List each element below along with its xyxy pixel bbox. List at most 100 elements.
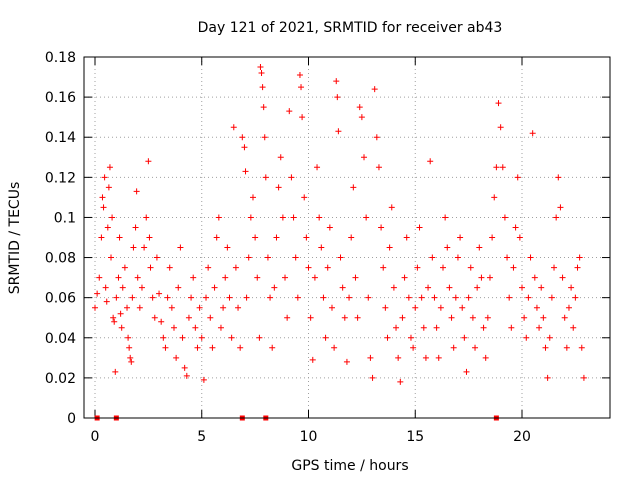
data-point: [324, 264, 331, 271]
data-point: [459, 304, 466, 311]
data-point: [232, 264, 239, 271]
y-tick-label: 0: [67, 411, 76, 427]
data-point: [403, 234, 410, 241]
data-point: [442, 214, 449, 221]
data-point: [205, 264, 212, 271]
data-point: [491, 194, 498, 201]
x-tick-label: 0: [91, 429, 100, 445]
data-point: [252, 234, 259, 241]
data-point: [166, 264, 173, 271]
data-point: [282, 274, 289, 281]
data-point: [446, 284, 453, 291]
data-point: [510, 264, 517, 271]
data-point: [269, 344, 276, 351]
data-point: [103, 298, 110, 305]
data-point: [401, 274, 408, 281]
x-tick-label: 20: [513, 429, 531, 445]
data-point: [525, 294, 532, 301]
y-tick-label: 0.14: [45, 130, 76, 146]
y-axis-label: SRMTID / TECUs: [7, 182, 23, 295]
data-point: [170, 324, 177, 331]
data-point: [129, 294, 136, 301]
data-point: [190, 274, 197, 281]
data-point: [354, 314, 361, 321]
y-tick-label: 0.12: [45, 170, 76, 186]
y-tick-label: 0.18: [45, 50, 76, 66]
data-point: [448, 314, 455, 321]
data-point: [149, 294, 156, 301]
data-point: [328, 304, 335, 311]
data-point: [256, 334, 263, 341]
x-axis-label: GPS time / hours: [291, 458, 408, 474]
data-point: [576, 254, 583, 261]
data-point: [341, 314, 348, 321]
data-point: [435, 354, 442, 361]
data-point: [141, 244, 148, 251]
data-point: [277, 154, 284, 161]
data-point: [514, 174, 521, 181]
data-point: [192, 324, 199, 331]
data-point: [568, 284, 575, 291]
data-point: [393, 324, 400, 331]
data-point: [399, 314, 406, 321]
data-point: [111, 318, 118, 325]
data-point: [168, 304, 175, 311]
data-point: [203, 294, 210, 301]
data-point: [288, 174, 295, 181]
y-tick-label: 0.06: [45, 291, 76, 307]
data-point: [363, 214, 370, 221]
data-point: [422, 354, 429, 361]
data-point: [145, 158, 152, 165]
data-point: [529, 130, 536, 137]
data-point: [261, 134, 268, 141]
data-point: [531, 274, 538, 281]
data-point: [369, 374, 376, 381]
data-point: [309, 356, 316, 363]
data-point: [247, 214, 254, 221]
data-point: [521, 314, 528, 321]
data-point: [493, 164, 500, 171]
data-point: [296, 72, 303, 79]
data-point: [132, 224, 139, 231]
data-point: [578, 344, 585, 351]
data-point: [388, 204, 395, 211]
chart-title: Day 121 of 2021, SRMTID for receiver ab4…: [198, 20, 503, 36]
data-point: [427, 158, 434, 165]
data-point: [367, 354, 374, 361]
data-point: [405, 294, 412, 301]
data-point: [188, 294, 195, 301]
data-point: [463, 368, 470, 375]
data-point: [551, 264, 558, 271]
data-point: [480, 324, 487, 331]
data-point: [264, 254, 271, 261]
data-point: [484, 314, 491, 321]
data-point: [395, 354, 402, 361]
data-point: [121, 264, 128, 271]
y-tick-label: 0.04: [45, 331, 76, 347]
data-point: [337, 254, 344, 261]
data-point: [410, 344, 417, 351]
data-point: [527, 254, 534, 261]
plot-frame: [83, 56, 611, 419]
data-point: [179, 334, 186, 341]
data-point: [440, 264, 447, 271]
data-point: [452, 294, 459, 301]
data-point: [555, 174, 562, 181]
data-point: [112, 368, 119, 375]
data-point: [239, 134, 246, 141]
data-point: [450, 344, 457, 351]
data-point: [177, 244, 184, 251]
data-point: [548, 294, 555, 301]
data-point: [242, 168, 249, 175]
data-point: [467, 264, 474, 271]
data-point: [512, 224, 519, 231]
data-point: [151, 314, 158, 321]
data-point: [275, 184, 282, 191]
data-point: [311, 274, 318, 281]
data-point: [290, 214, 297, 221]
data-point: [158, 318, 165, 325]
data-point: [101, 174, 108, 181]
data-point: [384, 334, 391, 341]
data-point: [538, 284, 545, 291]
data-point: [183, 372, 190, 379]
